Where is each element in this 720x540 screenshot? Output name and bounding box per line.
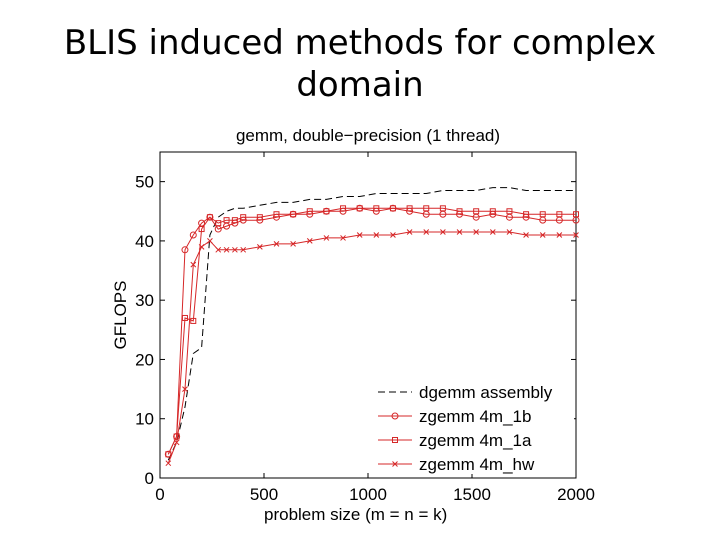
data-point [423, 205, 430, 212]
data-point [206, 214, 213, 221]
data-point [223, 246, 230, 253]
data-point [273, 211, 280, 218]
data-point [273, 241, 280, 247]
legend-item-zgemm-4m-hw: zgemm 4m_hw [378, 455, 535, 474]
data-point [198, 243, 205, 250]
y-tick-label: 0 [145, 469, 154, 488]
data-point [306, 208, 313, 215]
data-point [440, 229, 446, 235]
y-axis-label: GFLOPS [111, 281, 130, 350]
legend-label: zgemm 4m_hw [419, 455, 535, 474]
y-axis: 0 10 20 30 40 50 [135, 173, 576, 488]
data-point [182, 386, 188, 392]
legend-label: dgemm assembly [419, 383, 553, 402]
data-point [373, 232, 380, 238]
data-point [165, 460, 172, 467]
x-tick-label: 1000 [349, 485, 387, 504]
data-point [506, 208, 513, 215]
data-point [290, 211, 297, 218]
x-tick-label: 1500 [453, 485, 491, 504]
data-point [181, 314, 188, 321]
legend-item-zgemm-4m-1a: zgemm 4m_1a [378, 431, 532, 450]
y-tick-label: 20 [135, 350, 154, 369]
data-point [456, 229, 463, 235]
data-point [231, 217, 238, 224]
data-point [173, 439, 180, 446]
y-tick-label: 50 [135, 173, 154, 192]
x-tick-label: 500 [250, 485, 278, 504]
legend-item-dgemm-assembly: dgemm assembly [378, 383, 553, 402]
series-line-dgemm-assembly [167, 187, 576, 461]
y-tick-label: 10 [135, 410, 154, 429]
data-point [573, 232, 579, 238]
data-point [215, 220, 222, 227]
data-point [323, 235, 330, 241]
data-point [523, 232, 529, 238]
data-point [223, 217, 230, 224]
y-tick-label: 40 [135, 232, 154, 251]
data-point [539, 211, 546, 218]
data-point [423, 229, 430, 235]
data-point [556, 211, 563, 218]
data-point [189, 231, 197, 239]
legend-label: zgemm 4m_1b [419, 407, 531, 426]
legend-marker [392, 437, 398, 443]
legend-marker [391, 412, 399, 420]
data-point [573, 211, 579, 218]
series-zgemm-4m-1a [165, 205, 579, 458]
data-point [406, 205, 413, 212]
data-point [539, 232, 546, 238]
legend-label: zgemm 4m_1a [419, 431, 532, 450]
data-point [181, 246, 189, 254]
legend-box [372, 374, 574, 474]
data-point [306, 238, 313, 244]
data-point [506, 229, 513, 235]
data-point [256, 214, 263, 221]
slide-title-line-1: BLIS induced methods for complex [63, 23, 657, 63]
data-point [356, 232, 363, 238]
data-point [473, 229, 480, 235]
data-point [207, 238, 213, 244]
data-point [240, 214, 247, 221]
data-point [489, 208, 496, 215]
data-point [523, 211, 530, 218]
data-point [556, 232, 563, 238]
series-dgemm-assembly [167, 187, 576, 461]
series-layer [164, 187, 580, 467]
data-point [165, 451, 172, 458]
data-point [390, 232, 396, 238]
data-point [473, 208, 480, 215]
x-tick-label: 2000 [557, 485, 595, 504]
x-tick-label: 0 [155, 485, 164, 504]
data-point [323, 208, 330, 215]
legend-item-zgemm-4m-1b: zgemm 4m_1b [378, 407, 531, 426]
x-axis-label: problem size (m = n = k) [264, 505, 447, 524]
data-point [256, 243, 263, 250]
data-point [190, 317, 197, 324]
chart-title: gemm, double−precision (1 thread) [236, 126, 500, 145]
data-point [456, 208, 463, 215]
data-point [340, 235, 346, 241]
data-point [240, 246, 247, 253]
slide-title: BLIS induced methods for complex domain [0, 22, 720, 106]
data-point [356, 205, 363, 212]
x-axis: 0 500 1000 1500 2000 [155, 152, 595, 504]
data-point [198, 226, 205, 233]
data-point [190, 261, 197, 268]
slide-title-line-2: domain [296, 65, 424, 105]
data-point [373, 205, 380, 212]
data-point [489, 229, 496, 235]
data-point [439, 205, 446, 212]
data-point [232, 246, 238, 253]
data-point [406, 229, 413, 235]
data-point [290, 241, 296, 247]
data-point [215, 246, 222, 253]
data-point [340, 205, 347, 212]
data-point [389, 205, 396, 212]
y-tick-label: 30 [135, 291, 154, 310]
legend-marker [392, 461, 398, 467]
series-zgemm-4m-hw [165, 229, 579, 467]
